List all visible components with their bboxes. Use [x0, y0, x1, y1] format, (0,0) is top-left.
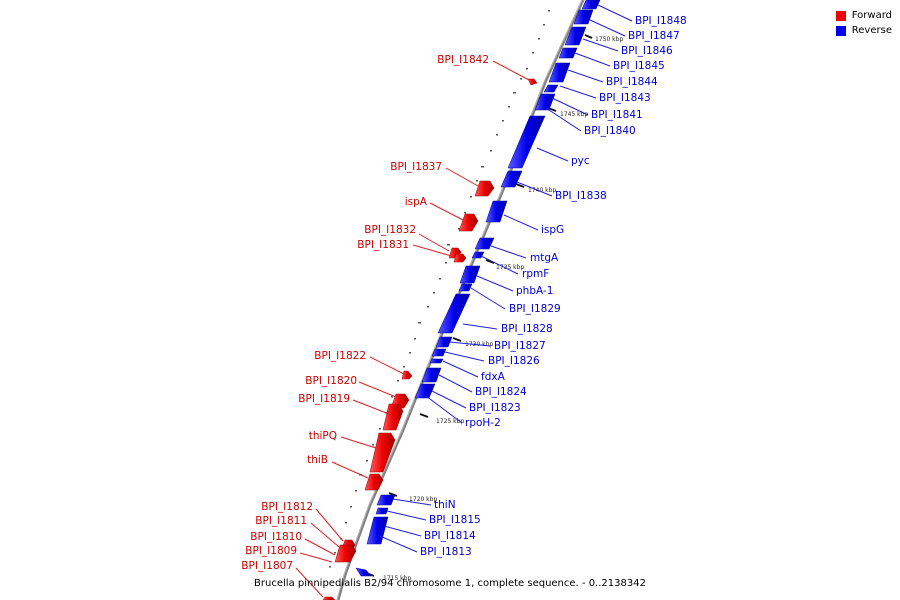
gene-label: BPI_I1811 — [255, 515, 307, 527]
gene-label: BPI_I1841 — [591, 109, 643, 121]
gene-reverse — [355, 567, 372, 577]
tick-label: 1750 kbp — [595, 36, 623, 43]
gene-reverse — [429, 358, 444, 364]
gene-label: BPI_I1837 — [390, 161, 442, 173]
gene-label: BPI_I1845 — [613, 60, 665, 72]
gene-label: BPI_I1813 — [420, 546, 472, 558]
gene-label: BPI_I1824 — [475, 386, 527, 398]
gene-reverse — [421, 367, 442, 383]
gene-reverse — [548, 62, 571, 83]
gene-label: ispA — [405, 196, 428, 208]
tick-label: 1740 kbp — [528, 187, 556, 194]
gene-label: BPI_I1831 — [357, 239, 409, 251]
reverse-swatch — [835, 25, 846, 36]
gene-label: BPI_I1826 — [488, 355, 540, 367]
reverse-labels: BPI_I1848 BPI_I1847 BPI_I1846 BPI_I1845 … — [420, 15, 687, 558]
gene-reverse — [474, 237, 495, 250]
gene-forward — [458, 213, 479, 232]
forward-leaders — [295, 60, 530, 598]
forward-labels: BPI_I1842 BPI_I1837 ispA BPI_I1832 BPI_I… — [241, 54, 489, 572]
gene-reverse — [437, 293, 471, 334]
tick-label: 1745 kbp — [560, 111, 588, 118]
gene-reverse — [459, 265, 481, 284]
gene-reverse — [366, 516, 389, 545]
gene-label: BPI_I1846 — [621, 45, 673, 57]
gene-label: BPI_I1820 — [305, 375, 357, 387]
scale-tick-labels: 1750 kbp 1745 kbp 1740 kbp 1735 kbp 1730… — [383, 36, 623, 582]
gene-forward — [453, 253, 467, 263]
gene-label: BPI_I1814 — [424, 530, 476, 542]
gene-forward — [364, 473, 384, 491]
gene-label: ispG — [541, 224, 564, 236]
gene-label: BPI_I1848 — [635, 15, 687, 27]
gene-label: BPI_I1823 — [469, 402, 521, 414]
gene-label: thiN — [434, 499, 456, 511]
gene-label: BPI_I1812 — [261, 501, 313, 513]
gene-reverse — [435, 336, 453, 348]
reverse-genes — [355, 0, 601, 577]
forward-genes — [322, 78, 538, 600]
legend-item-forward: Forward — [835, 8, 892, 23]
gene-label: BPI_I1807 — [241, 560, 293, 572]
reverse-leaders — [379, 4, 633, 553]
tick-label: 1735 kbp — [496, 264, 524, 271]
gene-label: BPI_I1827 — [494, 340, 546, 352]
gene-reverse — [500, 170, 523, 188]
gene-label: phbA-1 — [516, 285, 553, 297]
gene-label: BPI_I1822 — [314, 350, 366, 362]
gene-forward — [322, 596, 336, 600]
gene-label: pyc — [571, 155, 590, 167]
gene-forward — [334, 544, 357, 563]
gene-label: thiB — [307, 454, 328, 466]
gene-forward — [369, 432, 396, 473]
gene-label: BPI_I1828 — [501, 323, 553, 335]
gene-forward — [474, 180, 495, 197]
gene-label: BPI_I1829 — [509, 303, 561, 315]
gene-reverse — [375, 507, 389, 515]
gene-label: BPI_I1819 — [298, 393, 350, 405]
gene-label: BPI_I1809 — [245, 545, 297, 557]
gene-reverse — [558, 47, 578, 59]
gene-label: mtgA — [530, 252, 559, 264]
legend-label: Reverse — [851, 25, 892, 36]
tick-label: 1715 kbp — [383, 575, 411, 582]
gene-label: BPI_I1844 — [606, 76, 658, 88]
gene-label: rpoH-2 — [465, 417, 501, 429]
gene-reverse — [573, 9, 594, 25]
gene-label: rpmF — [522, 268, 549, 280]
legend-item-reverse: Reverse — [835, 23, 892, 38]
forward-swatch — [835, 10, 846, 21]
gene-forward — [401, 370, 413, 380]
gene-forward — [382, 403, 404, 431]
gene-forward — [527, 78, 538, 86]
gene-reverse — [485, 200, 508, 223]
gene-label: BPI_I1847 — [628, 30, 680, 42]
gene-reverse — [376, 494, 396, 506]
tick-label: 1725 kbp — [436, 418, 464, 425]
gene-reverse — [507, 115, 546, 169]
sequence-caption: Brucella pinnipedialis B2/94 chromosome … — [254, 578, 646, 589]
gene-label: BPI_I1842 — [437, 54, 489, 66]
gene-reverse — [581, 0, 601, 10]
legend-label: Forward — [851, 10, 892, 21]
gene-label: BPI_I1815 — [429, 514, 481, 526]
gene-reverse — [431, 348, 447, 357]
gene-reverse — [564, 26, 587, 46]
gene-reverse — [543, 84, 559, 93]
tick-label: 1720 kbp — [409, 496, 437, 503]
gene-label: thiPQ — [309, 430, 337, 442]
gene-label: BPI_I1840 — [584, 125, 636, 137]
gene-label: BPI_I1810 — [250, 531, 302, 543]
gene-label: fdxA — [481, 371, 506, 383]
gene-label: BPI_I1838 — [555, 190, 607, 202]
gene-label: BPI_I1832 — [364, 224, 416, 236]
legend: Forward Reverse — [835, 8, 892, 38]
gene-label: BPI_I1843 — [599, 92, 651, 104]
gene-reverse — [458, 283, 473, 292]
